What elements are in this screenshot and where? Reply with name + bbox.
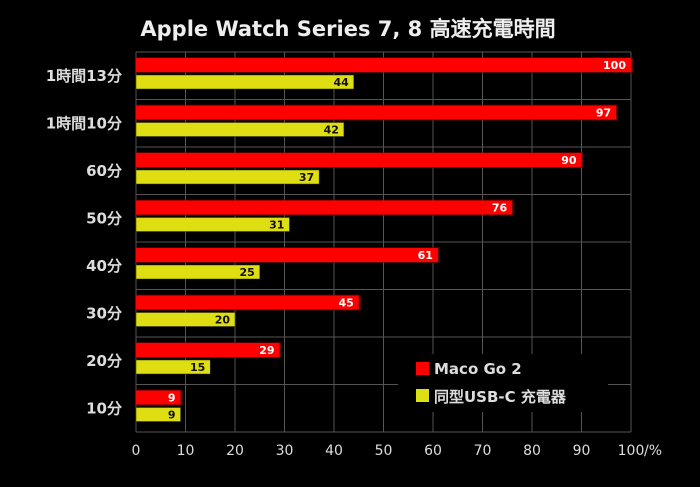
legend-label-maco-go-2: Maco Go 2 <box>434 360 522 378</box>
bar-maco-go-2 <box>136 295 359 310</box>
data-label: 100 <box>603 59 626 72</box>
data-label: 76 <box>492 202 508 215</box>
data-label: 44 <box>333 76 349 89</box>
data-label: 20 <box>215 314 231 327</box>
bar-usb-c <box>135 74 355 90</box>
category-label: 60分 <box>86 162 122 180</box>
category-label: 20分 <box>86 352 122 370</box>
bar-usb-c <box>135 169 320 185</box>
bar-usb-c <box>135 122 345 137</box>
x-tick-label: 0 <box>132 443 141 459</box>
bar-usb-c <box>135 264 260 280</box>
legend: Maco Go 2 同型USB-C 充電器 <box>398 354 608 412</box>
x-tick-label: 80 <box>523 443 541 459</box>
data-label: 37 <box>299 171 314 184</box>
bar-usb-c <box>135 407 181 422</box>
bar-usb-c <box>135 359 211 375</box>
x-tick-label: 20 <box>226 443 244 459</box>
bar-maco-go-2 <box>136 248 438 262</box>
x-tick-label: 10 <box>177 443 195 459</box>
data-label: 97 <box>596 107 611 120</box>
data-label: 31 <box>269 219 284 232</box>
bars: 100 44 97 42 90 37 76 31 61 25 45 20 29 15 9 9 <box>135 57 633 422</box>
data-label: 29 <box>259 344 274 357</box>
data-label: 45 <box>338 297 353 310</box>
category-label: 10分 <box>86 399 122 417</box>
x-tick-label: 50 <box>375 443 393 459</box>
legend-swatch-maco-go-2 <box>416 362 429 375</box>
category-label: 40分 <box>86 257 122 275</box>
bar-usb-c <box>135 217 290 232</box>
x-tick-labels: 0 10 20 30 40 50 60 70 80 90 100/% <box>132 443 662 459</box>
data-label: 9 <box>168 409 176 422</box>
data-label: 61 <box>418 249 433 262</box>
data-label: 25 <box>239 266 254 279</box>
category-label: 1時間13分 <box>46 67 122 85</box>
legend-background <box>398 354 608 412</box>
bar-maco-go-2 <box>136 343 280 357</box>
legend-swatch-usb-c <box>416 389 429 402</box>
bar-usb-c <box>135 312 236 327</box>
data-label: 90 <box>561 154 577 167</box>
x-tick-label: 100 <box>618 443 645 459</box>
category-label: 30分 <box>86 304 122 322</box>
legend-label-usb-c: 同型USB-C 充電器 <box>434 388 567 406</box>
x-tick-label: 90 <box>573 443 591 459</box>
x-tick-label: 30 <box>276 443 294 459</box>
x-tick-label: 70 <box>474 443 492 459</box>
x-tick-label: 60 <box>424 443 442 459</box>
category-label: 50分 <box>86 209 122 227</box>
bar-maco-go-2 <box>136 153 582 167</box>
chart-title: Apple Watch Series 7, 8 高速充電時間 <box>140 17 555 41</box>
bar-maco-go-2 <box>136 200 513 215</box>
bar-maco-go-2 <box>136 58 631 72</box>
bar-maco-go-2 <box>136 390 181 405</box>
category-label: 1時間10分 <box>46 114 122 132</box>
bar-maco-go-2 <box>136 105 617 120</box>
data-label: 42 <box>324 124 339 137</box>
category-labels: 1時間13分 1時間10分 60分 50分 40分 30分 20分 10分 <box>46 67 122 418</box>
x-tick-label: 40 <box>325 443 343 459</box>
data-label: 9 <box>168 392 176 405</box>
data-label: 15 <box>190 361 205 374</box>
x-unit-label: /% <box>644 443 662 459</box>
